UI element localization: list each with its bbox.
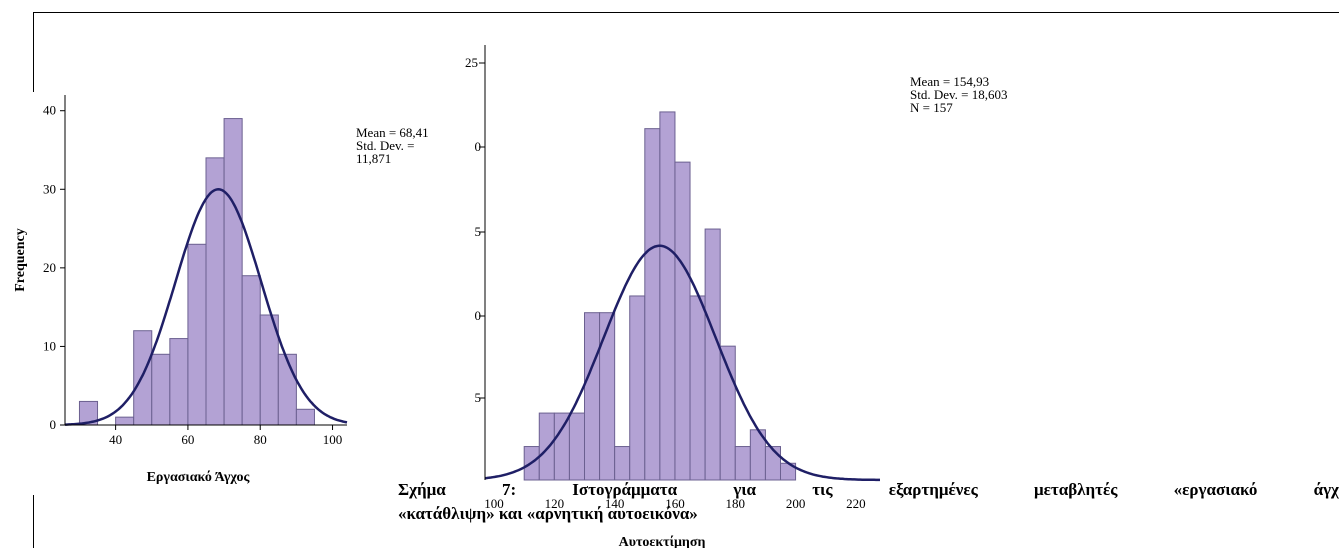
chart2-bar-9 [659,111,676,481]
chart2-bar-8 [644,128,661,481]
chart2-x-tick-label-4: 180 [726,496,746,511]
chart2-bar-1 [538,412,555,481]
chart1-mean: Mean = 68,41 [356,125,429,140]
chart2-x-tick-label-1: 120 [545,496,565,511]
chart2-x-ticks: 100 120 140 160 180 200 220 [484,496,865,511]
caption-word-1: 7: [501,480,517,499]
chart1-sd-value: 11,871 [356,151,392,166]
chart1-sd-label: Std. Dev. = [356,138,415,153]
frame-left-border-upper [33,12,34,92]
chart1-x-tick-label-3: 100 [323,432,343,447]
chart2-bar-2 [553,412,570,481]
caption-word-8: άγχ [1313,480,1339,499]
chart1-x-tick-label-2: 80 [254,432,267,447]
chart2-sd: Std. Dev. = 18,603 [910,87,1008,102]
chart2-bar-3 [568,412,586,481]
chart1-y-tick-label-2: 20 [43,260,56,275]
chart2-y-tick-label-3: 0 [475,139,482,154]
caption-line-1: Σχήμα 7: Ιστογράμματα για τις εξαρτημένες μετα… [398,478,1339,502]
chart2-normal-curve [484,244,880,482]
histogram-work-stress: 0 10 20 30 40 40 60 80 100 Frequency Εργασιακό … [13,95,348,485]
chart2-y-tick-label-1: 0 [475,308,482,323]
caption-word-6: μεταβλητές [1034,480,1118,499]
chart1-y-tick-label-0: 0 [50,417,57,432]
chart1-x-ticks: 40 60 80 100 [109,425,342,447]
chart1-x-tick-label-1: 60 [181,432,194,447]
chart2-x-axis-title: Αυτοεκτίμηση [619,535,706,548]
chart2-x-tick-label-3: 160 [665,496,685,511]
chart1-y-axis-title: Frequency [13,228,28,292]
figure-caption: Σχήμα 7: Ιστογράμματα για τις εξαρτημένες μετα… [398,478,1339,526]
caption-word-3: για [733,480,757,499]
chart2-bar-4 [584,312,601,481]
caption-line-2: «κατάθλιψη» και «αρνητική αυτοεικόνα» [398,504,698,523]
chart2-x-tick-label-6: 220 [846,496,866,511]
chart2-mean: Mean = 154,93 [910,74,990,89]
chart2-bar-14 [734,446,751,481]
chart2-n: N = 157 [910,100,953,115]
chart2-bar-12 [704,228,721,481]
chart2-x-tick-label-0: 100 [484,496,504,511]
chart1-y-tick-label-4: 40 [43,103,56,118]
chart2-x-tick-label-2: 140 [605,496,625,511]
chart2-x-tick-label-5: 200 [786,496,806,511]
caption-word-4: τις [812,480,833,499]
chart2-y-tick-label-2: 5 [475,224,482,239]
chart2-bar-10 [674,161,691,481]
caption-word-0: Σχήμα [398,480,446,499]
chart2-bar-11 [689,295,706,481]
chart2-bar-16 [764,446,781,481]
frame-top-border [33,12,1339,13]
chart2-bar-7 [629,295,646,481]
chart1-stats: Mean = 68,41 Std. Dev. = 11,871 [356,126,429,165]
caption-word-2: Ιστογράμματα [572,480,678,499]
chart2-stats: Mean = 154,93 Std. Dev. = 18,603 N = 157 [910,75,1008,114]
chart1-y-ticks: 0 10 20 30 40 [43,103,65,432]
chart1-y-tick-label-1: 10 [43,338,56,353]
chart2-bar-6 [614,446,631,481]
chart1-y-tick-label-3: 30 [43,181,56,196]
chart2-bar-5 [599,312,616,481]
chart1-x-axis-title: Εργασιακό Άγχος [147,470,251,485]
histogram-self-esteem: 5 0 5 0 25 100 120 140 160 180 200 220 Αυτοεκτίμησ… [465,45,880,548]
caption-word-7: «εργασιακό [1173,480,1258,499]
chart2-y-ticks: 5 0 5 0 25 [465,55,485,405]
chart2-y-tick-label-4: 25 [465,55,478,70]
frame-left-border-lower [33,495,34,548]
chart2-y-tick-label-0: 5 [475,390,482,405]
chart1-normal-curve [65,188,348,426]
caption-word-5: εξαρτημένες [888,480,978,499]
chart1-x-tick-label-0: 40 [109,432,122,447]
